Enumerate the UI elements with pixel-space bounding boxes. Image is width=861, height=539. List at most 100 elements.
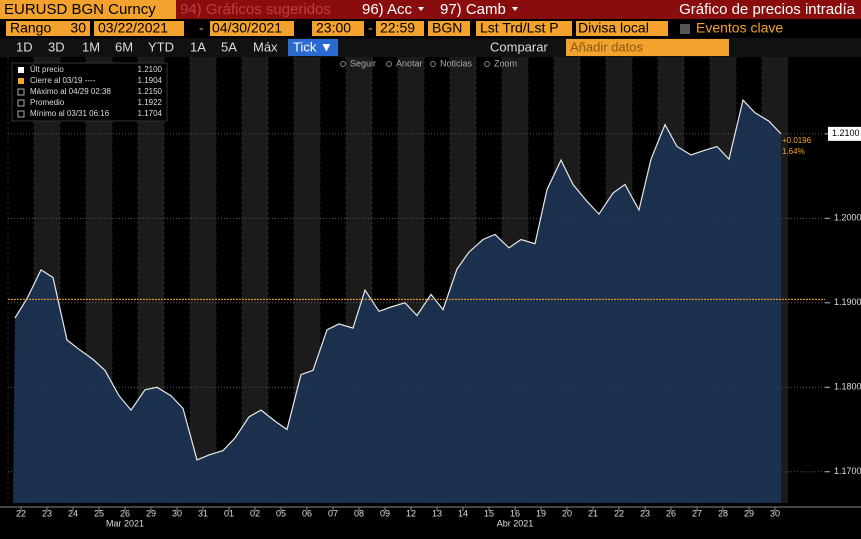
legend-name: Promedio [30, 98, 65, 107]
tool-icon [430, 61, 436, 67]
events: Eventos clave [696, 20, 783, 36]
x-tick-label: 23 [42, 508, 52, 518]
header-bar [0, 0, 861, 19]
start-date: 03/22/2021 [98, 20, 168, 36]
x-tick-label: 15 [484, 508, 494, 518]
x-tick-label: 25 [94, 508, 104, 518]
y-tick-label: 1.1800 [834, 382, 861, 392]
compare[interactable]: Comparar [490, 39, 548, 54]
security-field[interactable] [0, 0, 176, 19]
y-tick-label: 1.1900 [834, 297, 861, 307]
chart-tool[interactable]: Zoom [494, 58, 517, 68]
legend-box [11, 62, 168, 122]
dropdown-icon [512, 7, 518, 11]
x-tick-label: 24 [68, 508, 78, 518]
range-label: Rango [10, 20, 51, 36]
x-tick-label: 29 [744, 508, 754, 518]
legend-swatch [17, 88, 25, 96]
x-tick-label: 26 [666, 508, 676, 518]
x-tick-label: 28 [718, 508, 728, 518]
currency-selector[interactable] [576, 21, 668, 36]
legend-value: 1.1904 [138, 76, 163, 85]
range-field[interactable] [6, 21, 90, 36]
period-button[interactable]: Máx [253, 39, 278, 54]
legend-name: Cierre al 03/19 ---- [30, 76, 96, 85]
tick-button[interactable] [288, 39, 338, 56]
last-price-tag [828, 126, 861, 141]
dropdown-icon [418, 7, 424, 11]
y-tick-label: 1.1700 [834, 466, 861, 476]
y-tick-label: 1.2000 [834, 213, 861, 223]
x-tick-label: 26 [120, 508, 130, 518]
end-date-field[interactable] [210, 21, 294, 36]
window-title: Gráfico de precios intradía [679, 1, 856, 18]
period-button[interactable]: YTD [148, 39, 174, 54]
month-label: Mar 2021 [106, 518, 144, 528]
end-time-field[interactable] [376, 21, 424, 36]
change-pct: 1.64% [782, 147, 805, 156]
x-tick-label: 31 [198, 508, 208, 518]
field-selector[interactable] [476, 21, 572, 36]
end-date: 04/30/2021 [212, 20, 282, 36]
x-tick-label: 21 [588, 508, 598, 518]
x-tick-label: 06 [302, 508, 312, 518]
start-date-field[interactable] [94, 21, 184, 36]
x-tick-label: 01 [224, 508, 234, 518]
x-tick-label: 09 [380, 508, 390, 518]
legend-swatch [18, 78, 24, 84]
x-tick-label: 14 [458, 508, 468, 518]
period-button[interactable]: 1D [16, 39, 33, 54]
dash: - [199, 20, 204, 36]
period-button[interactable]: 3D [48, 39, 65, 54]
x-tick-label: 16 [510, 508, 520, 518]
period-button[interactable]: 1M [82, 39, 100, 54]
legend-value: 1.1704 [138, 109, 163, 118]
suggested[interactable]: 94) Gráficos sugeridos [180, 1, 331, 18]
chart-tool[interactable]: Anotar [396, 58, 423, 68]
legend-name: Máximo al 04/29 02:38 [30, 87, 111, 96]
tool-icon [386, 61, 392, 67]
start-time: 23:00 [316, 20, 351, 36]
x-tick-label: 30 [172, 508, 182, 518]
x-tick-label: 13 [432, 508, 442, 518]
period-button[interactable]: 5A [221, 39, 237, 54]
x-tick-label: 19 [536, 508, 546, 518]
period-button[interactable]: 6M [115, 39, 133, 54]
range-days: 30 [70, 20, 86, 36]
legend-value: 1.1922 [138, 98, 163, 107]
x-tick-label: 20 [562, 508, 572, 518]
day-band [190, 57, 216, 503]
change: +0.0196 [782, 136, 812, 145]
x-tick-label: 05 [276, 508, 286, 518]
change-menu[interactable]: 97) Camb [440, 1, 506, 18]
x-tick-label: 29 [146, 508, 156, 518]
checkbox[interactable] [680, 24, 690, 34]
chart-tool[interactable]: Noticias [440, 58, 473, 68]
end-time: 22:59 [380, 20, 415, 36]
legend-swatch [17, 110, 25, 118]
price-area [13, 100, 781, 503]
tick: Tick ▼ [293, 39, 333, 54]
chart-tool[interactable]: Seguir [350, 58, 376, 68]
period-button[interactable]: 1A [190, 39, 206, 54]
x-tick-label: 27 [692, 508, 702, 518]
legend-value: 1.2150 [138, 87, 163, 96]
security: EURUSD BGN Curncy [4, 1, 156, 18]
x-tick-label: 07 [328, 508, 338, 518]
x-tick-label: 23 [640, 508, 650, 518]
x-tick-label: 02 [250, 508, 260, 518]
legend-swatch [17, 99, 25, 107]
x-tick-label: 08 [354, 508, 364, 518]
start-time-field[interactable] [312, 21, 364, 36]
field: Lst Trd/Lst P [480, 20, 559, 36]
add-data-field[interactable] [566, 39, 729, 56]
actions-menu[interactable]: 96) Acc [362, 1, 413, 18]
price-line [14, 98, 782, 461]
month-label: Abr 2021 [497, 518, 534, 528]
x-tick-label: 30 [770, 508, 780, 518]
tool-icon [484, 61, 490, 67]
legend-value: 1.2100 [138, 65, 163, 74]
source-field[interactable] [428, 21, 470, 36]
currency: Divisa local [578, 20, 649, 36]
